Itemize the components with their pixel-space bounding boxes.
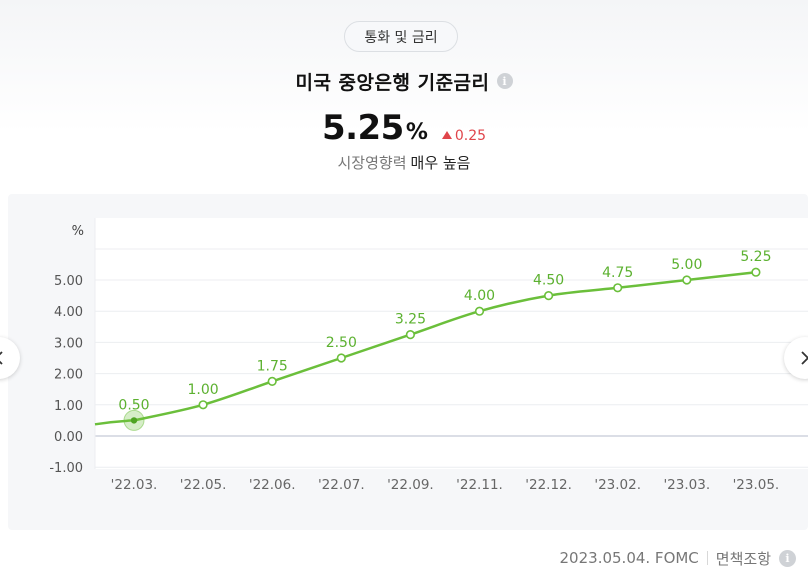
x-tick-label: '22.07. [318, 477, 365, 493]
y-tick-label: 0.00 [54, 430, 83, 445]
x-tick-label: '22.11. [456, 477, 503, 493]
info-icon[interactable]: i [496, 73, 513, 89]
data-point [613, 283, 623, 293]
chart-plot-area [95, 218, 808, 469]
title-row: 미국 중앙은행 기준금리 i [0, 66, 808, 96]
impact-value: 매우 높음 [410, 153, 471, 172]
divider [706, 551, 708, 565]
y-tick-label: 5.00 [54, 274, 83, 289]
data-point [682, 275, 692, 285]
data-point [474, 306, 485, 316]
x-tick-label: '22.12. [525, 477, 572, 493]
prev-chart-button[interactable] [0, 337, 20, 379]
data-point [336, 353, 346, 363]
y-tick-label: 2.00 [54, 368, 83, 383]
data-point [751, 267, 761, 277]
chevron-left-icon [0, 351, 3, 365]
y-tick-label: 3.00 [54, 336, 83, 351]
current-value: 5.25 % 0.25 [0, 108, 808, 150]
y-axis-unit: % [72, 224, 84, 239]
data-label: 0.50 [118, 397, 149, 413]
date-source: 2023.05.04. FOMC [559, 549, 699, 567]
x-tick-label: '22.06. [249, 477, 296, 493]
data-point [198, 400, 208, 410]
x-tick-label: '23.02. [594, 477, 641, 493]
data-label: 4.50 [533, 273, 564, 289]
y-tick-label: -1.00 [49, 461, 83, 476]
y-tick-label: 1.00 [54, 399, 83, 414]
data-label: 4.75 [602, 265, 633, 281]
x-tick-label: '22.09. [387, 477, 434, 493]
market-impact: 시장영향력 매우 높음 [0, 151, 808, 173]
footer: 2023.05.04. FOMC 면책조항 i [560, 546, 796, 570]
rate-unit: % [405, 120, 428, 145]
change-value: 0.25 [454, 128, 487, 144]
series-line [94, 270, 757, 426]
chevron-right-icon [801, 351, 808, 365]
data-point [543, 291, 554, 301]
x-tick-label: '23.05. [733, 477, 780, 493]
x-tick-label: '22.03. [111, 477, 158, 493]
change-badge: 0.25 [441, 128, 487, 144]
info-icon[interactable]: i [779, 549, 796, 567]
category-pill[interactable]: 통화 및 금리 [344, 21, 458, 52]
data-label: 5.00 [671, 257, 702, 273]
data-point [267, 376, 277, 387]
rate-value: 5.25 [321, 108, 404, 148]
y-tick-label: 4.00 [54, 305, 83, 320]
data-point [130, 417, 138, 424]
data-point [405, 330, 416, 340]
data-label: 1.00 [188, 382, 219, 398]
data-label: 1.75 [257, 358, 288, 374]
data-label: 4.00 [464, 288, 495, 304]
page-title: 미국 중앙은행 기준금리 [295, 71, 490, 94]
impact-label: 시장영향력 [337, 153, 407, 172]
disclaimer-link[interactable]: 면책조항 [715, 549, 771, 568]
data-label: 5.25 [740, 249, 771, 265]
data-label: 3.25 [395, 312, 426, 328]
data-label: 2.50 [326, 335, 357, 351]
up-arrow-icon [441, 131, 452, 139]
x-tick-label: '23.03. [663, 477, 710, 493]
x-tick-label: '22.05. [180, 477, 227, 493]
